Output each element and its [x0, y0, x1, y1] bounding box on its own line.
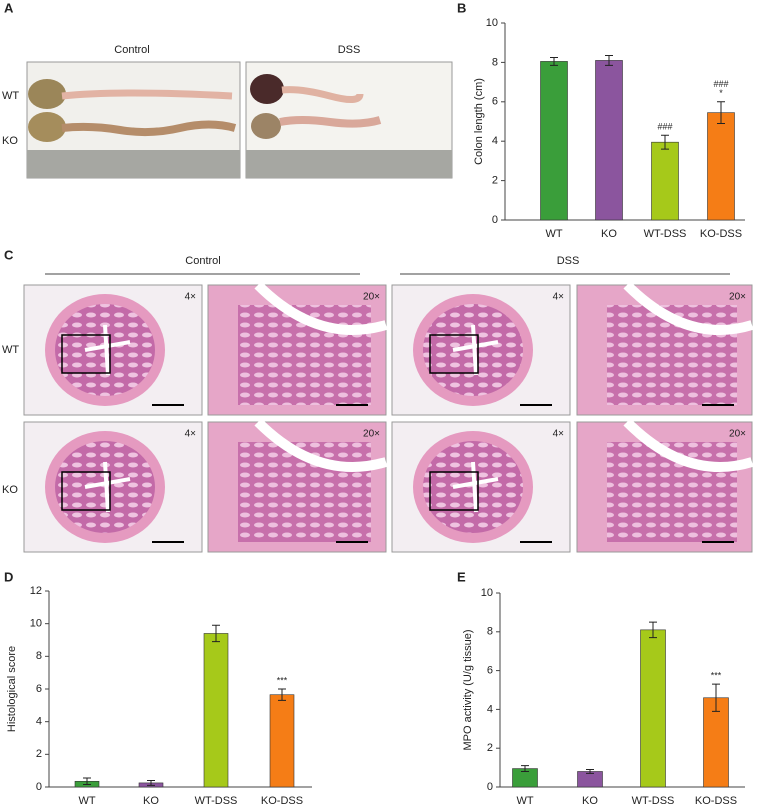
y-tick-label: 4 [36, 716, 42, 728]
x-tick-label: KO [143, 795, 159, 807]
y-tick-label: 10 [486, 17, 498, 29]
y-tick-label: 8 [492, 56, 498, 68]
error-bar [83, 777, 91, 786]
lumen [254, 418, 388, 472]
lumen [84, 461, 131, 513]
magnification: 4× [553, 292, 565, 303]
y-tick-label: 12 [30, 585, 42, 597]
error-bar [521, 765, 529, 772]
panel-label: A [4, 0, 14, 15]
y-axis-label: Histological score [6, 646, 18, 732]
lumen [84, 324, 131, 376]
x-tick-label: KO-DSS [700, 228, 742, 240]
magnification: 4× [553, 429, 565, 440]
lumen [623, 418, 754, 472]
zoom-box [61, 471, 111, 511]
zoom-box [429, 471, 479, 511]
histology-images: 4× 20× 4× 20× 4× 20× 4× 20× [23, 281, 754, 553]
zoom-box [429, 334, 479, 374]
y-tick-label: 2 [492, 175, 498, 187]
y-tick-label: 6 [36, 683, 42, 695]
y-tick-label: 4 [492, 135, 498, 147]
magnification: 20× [729, 292, 746, 303]
bar [595, 60, 623, 221]
error-bar [212, 624, 220, 643]
x-tick-label: WT [545, 228, 562, 240]
bar [640, 629, 666, 788]
bar [703, 697, 729, 788]
x-tick-label: KO [582, 795, 598, 807]
y-tick-label: 4 [487, 703, 493, 715]
bar [269, 694, 295, 788]
lumen [623, 281, 754, 335]
row-label: WT [2, 344, 19, 356]
y-tick-label: 2 [36, 748, 42, 760]
error-bar [717, 101, 725, 124]
x-tick-label: WT-DSS [632, 795, 675, 807]
x-tick-label: KO-DSS [261, 795, 303, 807]
significance: ### [657, 122, 672, 132]
error-bar [661, 134, 669, 150]
x-tick-label: KO [601, 228, 617, 240]
error-bar [550, 56, 558, 66]
row-label: KO [2, 484, 18, 496]
bar [203, 633, 229, 788]
y-tick-label: 0 [487, 781, 493, 793]
significance: ### [713, 79, 728, 89]
lumen [254, 281, 388, 335]
y-axis-label: MPO activity (U/g tissue) [462, 629, 474, 750]
y-tick-label: 2 [487, 742, 493, 754]
bar [540, 61, 568, 221]
panel-label: B [457, 0, 466, 15]
y-tick-label: 10 [481, 587, 493, 599]
x-tick-label: WT-DSS [195, 795, 238, 807]
error-bar [605, 55, 613, 66]
y-tick-label: 8 [36, 650, 42, 662]
y-axis-label: Colon length (cm) [473, 78, 485, 165]
significance: *** [711, 671, 722, 681]
panel-label: E [457, 569, 466, 584]
error-bar [712, 683, 720, 712]
y-tick-label: 10 [30, 618, 42, 630]
magnification: 20× [363, 429, 380, 440]
column-label: Control [185, 255, 220, 267]
magnification: 20× [363, 292, 380, 303]
colon-photo [26, 61, 241, 179]
bar [707, 112, 735, 221]
magnification: 20× [729, 429, 746, 440]
x-tick-label: WT-DSS [644, 228, 687, 240]
magnification: 4× [185, 292, 197, 303]
x-tick-label: KO-DSS [695, 795, 737, 807]
column-label: DSS [338, 44, 361, 56]
significance: *** [277, 675, 288, 685]
error-bar [586, 769, 594, 774]
row-label: KO [2, 135, 18, 147]
panel-label: C [4, 247, 14, 262]
lumen [452, 461, 499, 513]
y-tick-label: 6 [487, 665, 493, 677]
bar [651, 141, 679, 221]
charts: 0 2 4 6 8 10 Colon length (cm) WT KO WT-DSS ### KO-… [6, 17, 745, 807]
column-label: Control [114, 44, 149, 56]
colon-photo [245, 61, 453, 179]
y-tick-label: 0 [36, 781, 42, 793]
panel-label: D [4, 569, 13, 584]
error-bar [147, 779, 155, 786]
x-tick-label: WT [78, 795, 95, 807]
error-bar [649, 621, 657, 639]
y-tick-label: 8 [487, 626, 493, 638]
zoom-box [61, 334, 111, 374]
error-bar [278, 688, 286, 701]
significance: * [719, 88, 723, 98]
row-label: WT [2, 90, 19, 102]
column-label: DSS [557, 255, 580, 267]
x-tick-label: WT [516, 795, 533, 807]
lumen [452, 324, 499, 376]
y-tick-label: 0 [492, 214, 498, 226]
y-tick-label: 6 [492, 96, 498, 108]
magnification: 4× [185, 429, 197, 440]
